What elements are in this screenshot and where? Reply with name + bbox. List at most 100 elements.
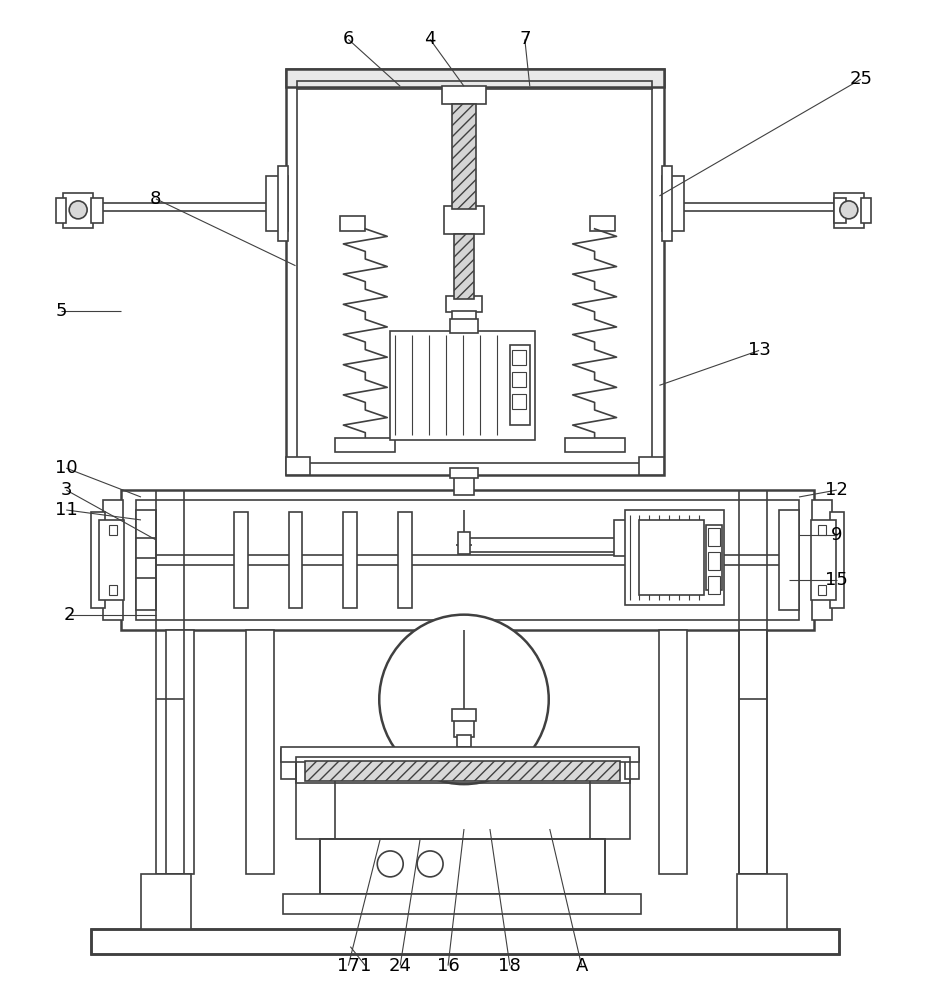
Bar <box>590 216 615 231</box>
Bar <box>739 630 767 874</box>
Bar <box>663 166 672 241</box>
Bar <box>286 69 665 87</box>
Bar <box>452 709 476 721</box>
Bar <box>298 81 653 89</box>
Bar <box>283 894 641 914</box>
Circle shape <box>417 851 443 877</box>
Bar <box>452 311 476 323</box>
Bar <box>63 193 93 228</box>
Bar <box>141 874 191 929</box>
Bar <box>450 319 478 333</box>
Bar <box>625 749 640 779</box>
Bar <box>399 512 413 608</box>
Circle shape <box>457 633 471 647</box>
Bar <box>103 500 123 620</box>
Bar <box>512 394 526 409</box>
Bar <box>708 528 720 546</box>
Bar <box>340 216 365 231</box>
Text: 4: 4 <box>425 30 436 48</box>
Bar <box>91 929 839 954</box>
Bar <box>91 198 103 223</box>
Bar <box>166 630 194 874</box>
Bar <box>450 468 478 478</box>
Bar <box>281 747 640 762</box>
Bar <box>321 839 604 894</box>
Bar <box>454 475 474 495</box>
Circle shape <box>70 201 87 219</box>
Bar <box>444 206 484 234</box>
Bar <box>446 296 482 312</box>
Bar <box>390 331 535 440</box>
Bar <box>454 234 474 299</box>
Bar <box>818 525 826 535</box>
Bar <box>818 585 826 595</box>
Text: 5: 5 <box>56 302 67 320</box>
Bar <box>321 839 604 894</box>
Bar <box>136 510 156 610</box>
Text: 2: 2 <box>63 606 75 624</box>
Text: 25: 25 <box>849 70 872 88</box>
Bar <box>830 512 844 608</box>
Bar <box>288 512 302 608</box>
Bar <box>812 500 832 620</box>
Bar <box>343 512 357 608</box>
Circle shape <box>457 665 471 678</box>
Circle shape <box>840 201 857 219</box>
Bar <box>296 749 336 839</box>
Bar <box>834 193 864 228</box>
Text: 16: 16 <box>437 957 460 975</box>
Circle shape <box>379 615 549 784</box>
Text: 6: 6 <box>343 30 354 48</box>
Bar <box>266 176 287 231</box>
Bar <box>286 457 311 475</box>
Bar <box>452 104 476 209</box>
Text: 1: 1 <box>360 957 371 975</box>
Bar <box>779 510 799 610</box>
Bar <box>510 345 530 425</box>
Bar <box>708 576 720 594</box>
Bar <box>706 525 722 590</box>
Circle shape <box>377 851 403 877</box>
Bar <box>91 512 105 608</box>
Bar <box>109 585 117 595</box>
Text: 12: 12 <box>825 481 848 499</box>
Bar <box>99 520 124 600</box>
Bar <box>454 719 474 737</box>
Bar <box>614 520 626 556</box>
Bar <box>663 176 684 231</box>
Text: A: A <box>576 957 588 975</box>
Bar <box>336 438 395 452</box>
Bar <box>565 438 625 452</box>
Bar <box>57 198 66 223</box>
Bar <box>277 166 287 241</box>
Text: 3: 3 <box>60 481 72 499</box>
Text: 18: 18 <box>499 957 521 975</box>
Bar <box>298 81 653 463</box>
Bar <box>640 520 705 595</box>
Bar <box>296 757 629 783</box>
Bar <box>246 630 273 874</box>
Bar <box>286 69 665 475</box>
Bar <box>590 749 629 839</box>
Bar <box>281 749 296 779</box>
Text: 24: 24 <box>388 957 412 975</box>
Text: 15: 15 <box>825 571 848 589</box>
Text: 10: 10 <box>55 459 78 477</box>
Bar <box>834 198 845 223</box>
Text: 17: 17 <box>337 957 360 975</box>
Text: 9: 9 <box>832 526 843 544</box>
Text: 8: 8 <box>150 190 161 208</box>
Text: 7: 7 <box>519 30 530 48</box>
Bar <box>109 525 117 535</box>
Bar <box>457 735 471 747</box>
Bar <box>640 457 665 475</box>
Bar <box>811 520 836 600</box>
Bar <box>659 630 687 874</box>
Bar <box>121 490 814 630</box>
Text: 11: 11 <box>55 501 78 519</box>
Bar <box>737 874 787 929</box>
Bar <box>512 350 526 365</box>
Bar <box>91 929 839 954</box>
Bar <box>306 761 619 781</box>
Circle shape <box>457 651 471 665</box>
